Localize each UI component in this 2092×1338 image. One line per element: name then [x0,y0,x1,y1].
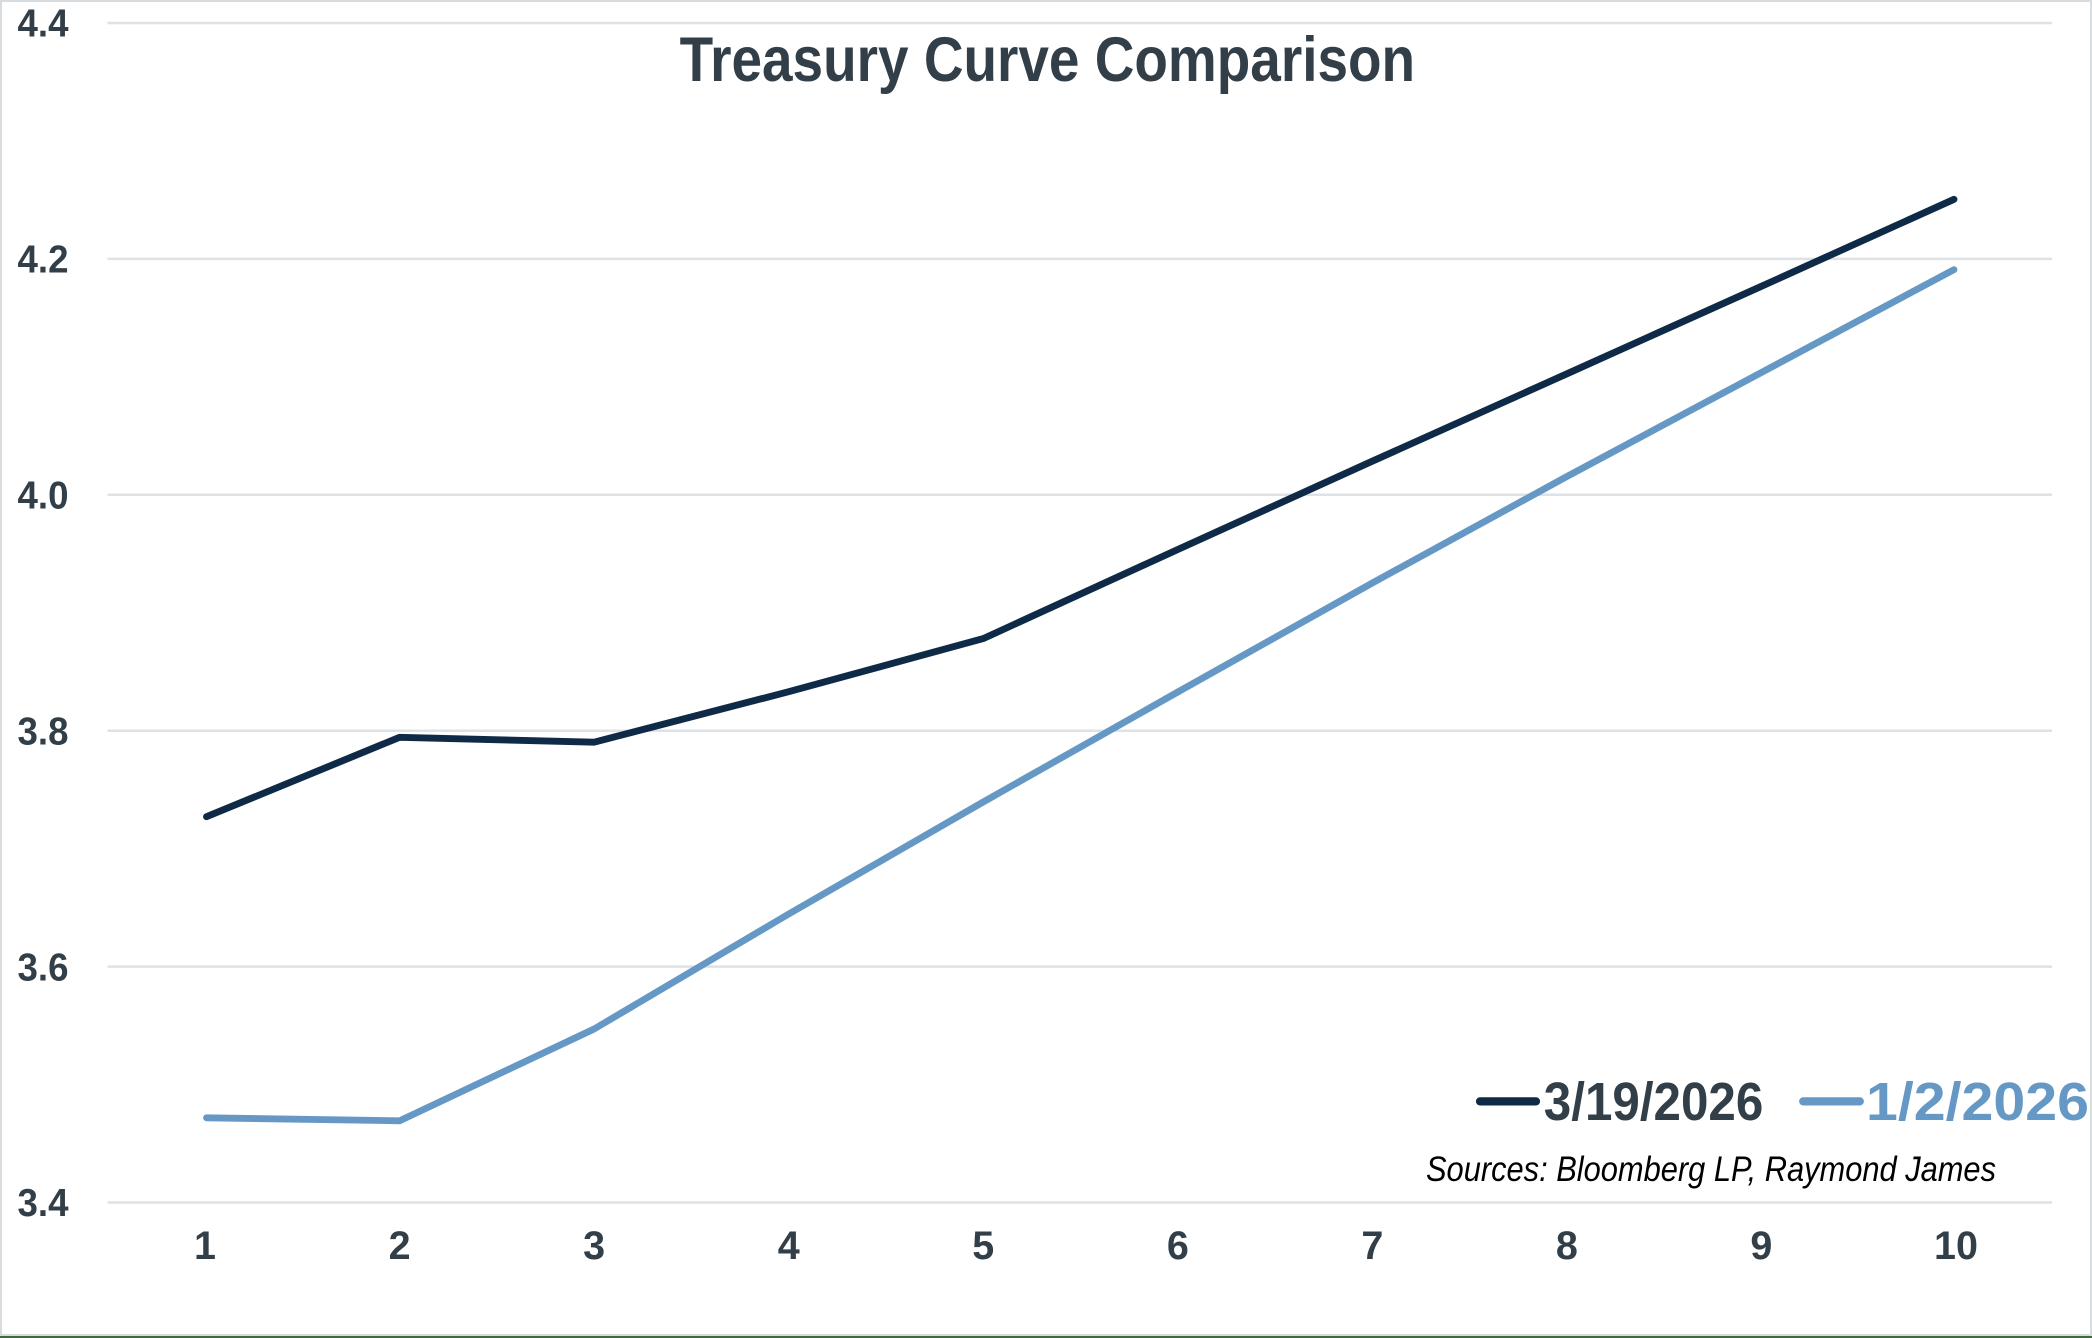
svg-text:Treasury Curve Comparison: Treasury Curve Comparison [680,25,1416,95]
svg-text:4.4: 4.4 [18,3,69,46]
svg-text:4.2: 4.2 [18,239,69,282]
svg-text:3.6: 3.6 [18,946,69,989]
svg-text:Sources: Bloomberg LP, Raymond: Sources: Bloomberg LP, Raymond James [1426,1150,1996,1189]
svg-text:3: 3 [583,1224,605,1268]
svg-text:1/2/2026: 1/2/2026 [1866,1073,2089,1132]
svg-text:6: 6 [1167,1224,1189,1268]
svg-text:5: 5 [972,1224,994,1268]
svg-text:9: 9 [1750,1224,1772,1268]
svg-text:2: 2 [389,1224,411,1268]
svg-text:3.8: 3.8 [18,710,69,753]
svg-text:8: 8 [1556,1224,1578,1268]
svg-text:3/19/2026: 3/19/2026 [1544,1073,1764,1132]
svg-text:1: 1 [194,1224,216,1268]
svg-text:3.4: 3.4 [18,1182,69,1225]
svg-text:4.0: 4.0 [18,475,69,518]
svg-text:10: 10 [1934,1224,1978,1268]
svg-text:7: 7 [1361,1224,1383,1268]
svg-text:4: 4 [778,1224,800,1268]
